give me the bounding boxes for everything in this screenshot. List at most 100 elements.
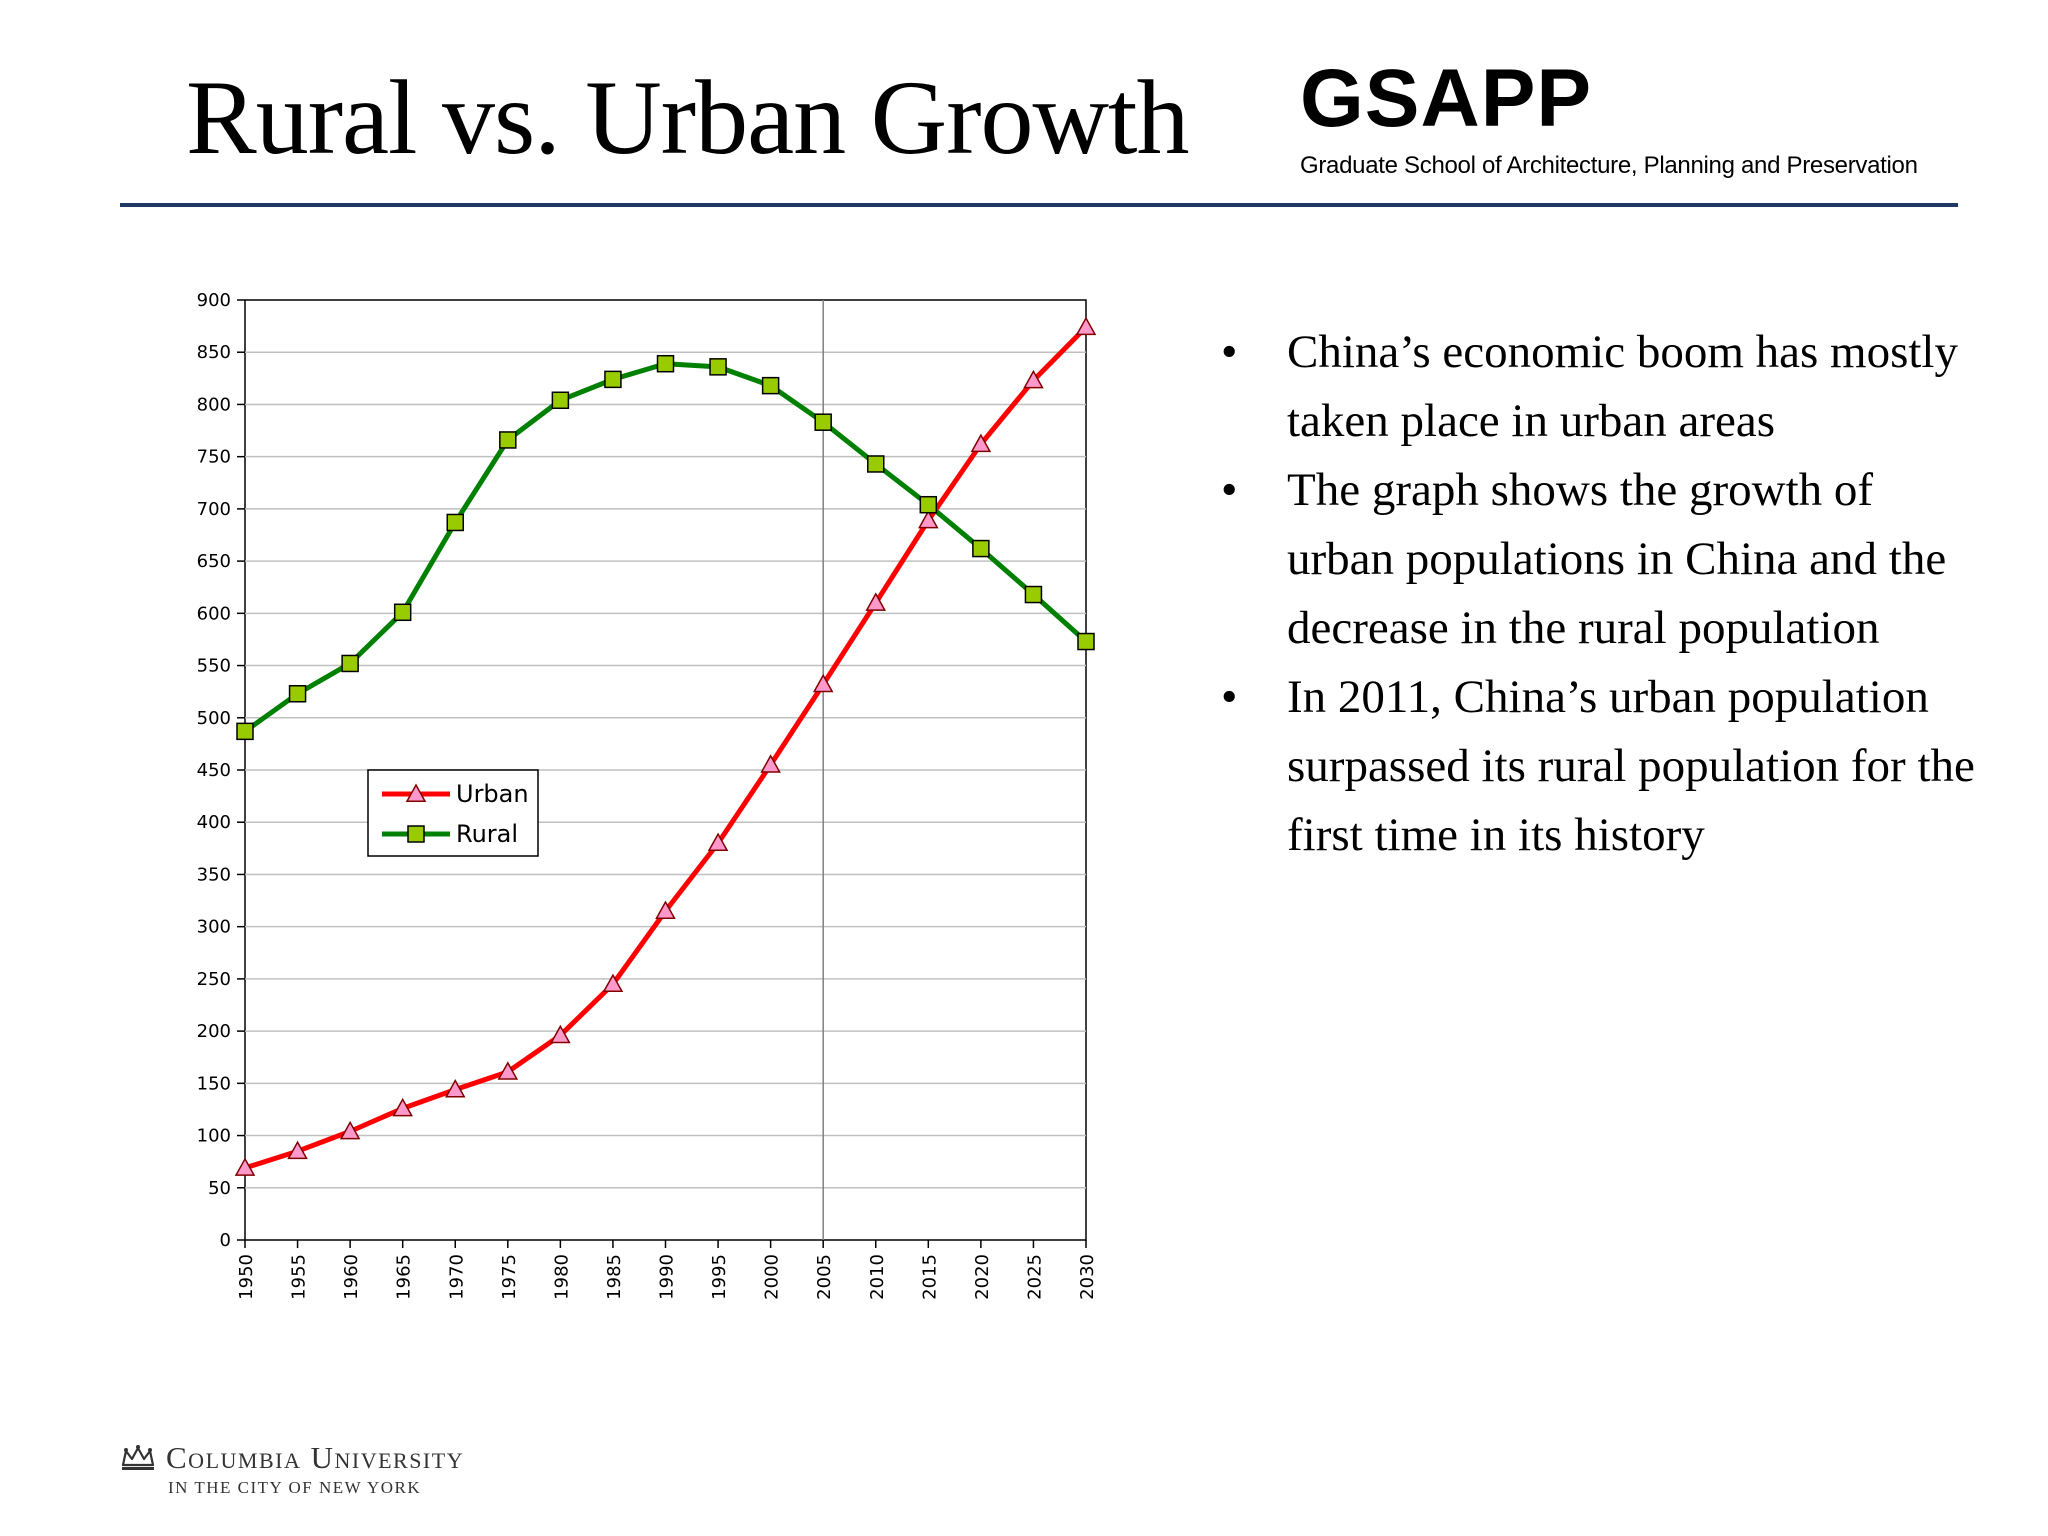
slide-title: Rural vs. Urban Growth (186, 59, 1189, 176)
urban-data-point (707, 832, 729, 852)
y-tick-label: 250 (197, 969, 231, 990)
rural-data-point (288, 685, 307, 703)
y-tick-label: 500 (197, 708, 231, 729)
data-series (234, 316, 1097, 1176)
y-tick-label: 450 (197, 760, 231, 781)
urban-data-point (287, 1140, 308, 1160)
rural-data-point (656, 354, 675, 373)
bullet-list: • China’s economic boom has mostly taken … (1215, 318, 1975, 870)
x-tick-label: 1970 (446, 1254, 467, 1300)
columbia-location: IN THE CITY OF NEW YORK (168, 1478, 422, 1497)
rural-data-point (867, 455, 885, 473)
x-tick-label: 2020 (972, 1254, 993, 1300)
y-tick-label: 100 (197, 1126, 231, 1147)
crown-icon (121, 1445, 155, 1470)
x-tick-label: 1965 (394, 1254, 415, 1300)
rural-data-point (972, 539, 990, 558)
urban-data-point (602, 973, 624, 993)
y-tick-label: 750 (197, 447, 231, 468)
y-tick-label: 150 (197, 1073, 231, 1094)
legend-urban-label: Urban (456, 780, 529, 808)
y-tick-label: 350 (197, 864, 231, 885)
bullet-item: • In 2011, China’s urban population surpa… (1215, 663, 1975, 870)
x-tick-label: 1955 (289, 1254, 310, 1300)
rural-data-point (1077, 632, 1095, 651)
bullet-item: • The graph shows the growth of urban pop… (1215, 456, 1975, 663)
x-tick-label: 2015 (919, 1254, 940, 1300)
urban-data-point (339, 1120, 361, 1140)
chart-legend: Urban Rural (367, 769, 539, 857)
bullet-text: The graph shows the growth of urban popu… (1287, 464, 1947, 654)
bullet-marker: • (1221, 326, 1238, 378)
y-tick-label: 300 (197, 917, 231, 938)
rural-data-point (604, 370, 622, 389)
urban-data-point (760, 754, 781, 773)
y-tick-label: 50 (208, 1178, 231, 1199)
gsapp-logo: GSAPP Graduate School of Architecture, P… (1300, 58, 1918, 180)
rural-data-point (393, 603, 412, 622)
rural-data-point (919, 495, 938, 514)
x-tick-label: 2030 (1077, 1254, 1098, 1300)
gsapp-logo-subtitle: Graduate School of Architecture, Plannin… (1300, 152, 1918, 179)
x-tick-label: 1985 (604, 1254, 625, 1300)
y-tick-label: 800 (197, 394, 231, 415)
legend-rural-label: Rural (456, 820, 518, 848)
bullet-text: In 2011, China’s urban population surpas… (1287, 671, 1975, 861)
columbia-name: Columbia University (166, 1440, 465, 1475)
bullet-marker: • (1221, 464, 1238, 516)
legend-urban-marker (405, 783, 427, 802)
urban-data-point (444, 1079, 466, 1098)
urban-data-point (970, 433, 992, 453)
urban-data-point (497, 1061, 519, 1080)
urban-data-point (392, 1097, 413, 1117)
y-tick-label: 0 (220, 1230, 231, 1251)
y-tick-label: 550 (197, 656, 231, 677)
urban-data-point (918, 509, 939, 529)
y-axis: 0 50 100 150 200 250 300 350 400 450 500 550 600 650 7… (197, 290, 245, 1251)
x-tick-label: 1960 (341, 1254, 362, 1300)
rural-data-point (1024, 585, 1043, 604)
bullet-text: China’s economic boom has mostly taken p… (1287, 326, 1958, 447)
rural-data-point (446, 513, 464, 532)
urban-data-point (550, 1024, 571, 1044)
y-tick-label: 200 (197, 1021, 231, 1042)
urban-data-point (865, 592, 887, 611)
x-tick-label: 1990 (657, 1254, 678, 1300)
gsapp-logo-wordmark: GSAPP (1300, 53, 1593, 144)
x-tick-label: 1975 (499, 1254, 520, 1300)
population-line-chart: 0 50 100 150 200 250 300 350 400 450 500 550 600 650 7… (197, 290, 1098, 1300)
bullet-marker: • (1221, 671, 1238, 723)
urban-data-point (812, 673, 834, 693)
x-tick-label: 1980 (551, 1254, 572, 1300)
x-axis: 1950 1955 1960 1965 1970 1975 1980 1985 1990 1995… (236, 1240, 1098, 1300)
rural-data-point (499, 431, 517, 449)
y-tick-label: 850 (197, 342, 231, 363)
rural-data-point (709, 358, 727, 376)
y-tick-label: 400 (197, 812, 231, 833)
y-tick-label: 650 (197, 551, 231, 572)
bullet-item: • China’s economic boom has mostly taken … (1215, 318, 1975, 456)
x-tick-label: 2000 (762, 1254, 783, 1300)
y-tick-label: 600 (197, 603, 231, 624)
rural-data-point (341, 654, 359, 673)
y-tick-label: 700 (197, 499, 231, 520)
title-divider (120, 203, 1958, 207)
rural-data-point (236, 722, 254, 741)
urban-data-point (1075, 316, 1097, 336)
x-tick-label: 2005 (814, 1254, 835, 1300)
x-tick-label: 2025 (1024, 1254, 1045, 1300)
chart-container: 0 50 100 150 200 250 300 350 400 450 500 550 600 650 7… (170, 270, 1110, 1350)
rural-data-point (814, 413, 832, 431)
urban-data-point (655, 900, 676, 919)
x-tick-label: 1995 (709, 1254, 730, 1300)
rural-data-point (761, 376, 780, 395)
y-tick-label: 900 (197, 290, 231, 311)
legend-box (367, 769, 539, 857)
x-tick-label: 1950 (236, 1254, 257, 1300)
rural-data-point (551, 391, 570, 410)
legend-rural-marker (407, 825, 425, 843)
columbia-logo: Columbia University IN THE CITY OF NEW Y… (118, 1440, 464, 1498)
x-tick-label: 2010 (867, 1254, 888, 1300)
urban-data-point (234, 1157, 256, 1176)
urban-data-point (1023, 369, 1044, 389)
